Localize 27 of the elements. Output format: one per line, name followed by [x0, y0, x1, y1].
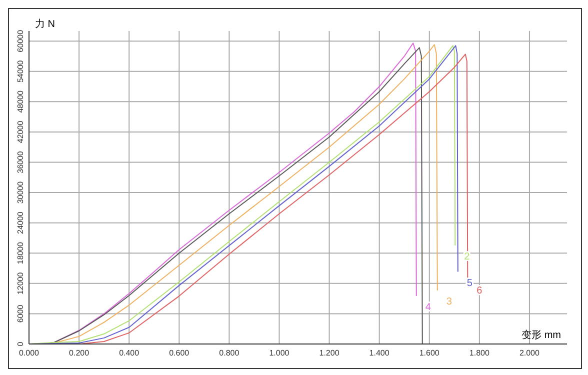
x-tick-label: 1.800: [469, 348, 490, 358]
y-tick-label: 0: [16, 341, 25, 346]
series-label: 6: [476, 285, 483, 296]
y-tick-label: 60000: [16, 29, 25, 52]
x-tick-label: 0.800: [219, 348, 240, 358]
x-tick-label: 0.600: [169, 348, 190, 358]
series-label: 3: [446, 296, 452, 308]
y-tick-label: 12000: [16, 272, 25, 295]
y-tick-label: 30000: [16, 180, 25, 204]
y-tick-label: 48000: [16, 90, 25, 113]
x-tick-label: 0.200: [69, 348, 90, 358]
y-axis-title: 力 N: [35, 18, 55, 31]
x-tick-label: 0.000: [18, 348, 40, 358]
x-tick-label: 2.000: [519, 348, 540, 358]
x-tick-label: 1.600: [419, 348, 440, 358]
y-tick-label: 36000: [16, 150, 25, 174]
x-tick-label: 1.000: [269, 348, 290, 358]
y-tick-label: 42000: [16, 120, 25, 144]
y-tick-label: 6000: [16, 304, 25, 323]
x-axis-title: 变形 mm: [522, 328, 561, 342]
y-tick-label: 54000: [16, 60, 25, 83]
x-tick-label: 1.400: [369, 348, 390, 358]
series-label: 5: [466, 278, 473, 289]
x-tick-label: 0.400: [119, 348, 140, 358]
y-tick-label: 24000: [16, 211, 25, 234]
x-tick-label: 1.200: [319, 348, 340, 358]
y-tick-label: 18000: [16, 241, 25, 264]
